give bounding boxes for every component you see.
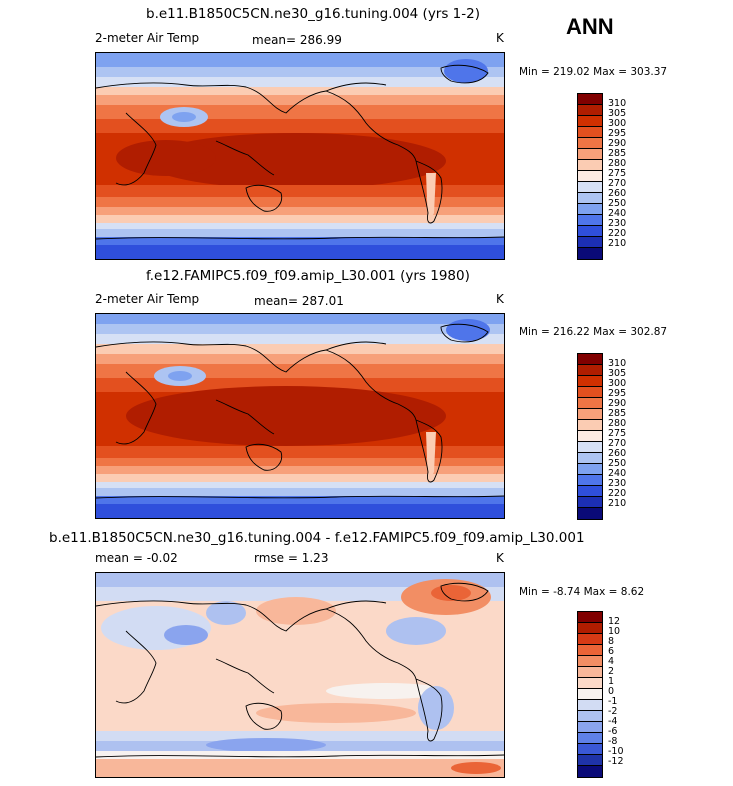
colorbar-label: 270 xyxy=(608,438,627,449)
colorbar-label: 300 xyxy=(608,118,627,129)
colorbar-label: 300 xyxy=(608,378,627,389)
colorbar-label: -8 xyxy=(608,736,618,747)
colorbar-label: 290 xyxy=(608,398,627,409)
colorbar-label: 1 xyxy=(608,676,615,687)
colorbar-label: -6 xyxy=(608,726,618,737)
panel2-map xyxy=(95,313,505,519)
panel3-title: b.e11.B1850C5CN.ne30_g16.tuning.004 - f.… xyxy=(49,530,585,546)
panel3-minmax: Min = -8.74 Max = 8.62 xyxy=(519,586,645,598)
colorbar-label: 275 xyxy=(608,168,627,179)
panel1-title: b.e11.B1850C5CN.ne30_g16.tuning.004 (yrs… xyxy=(146,6,480,22)
colorbar-label: 210 xyxy=(608,498,627,509)
panel3-units: K xyxy=(496,551,504,565)
colorbar-label: 240 xyxy=(608,468,627,479)
panel1-map xyxy=(95,52,505,260)
colorbar-label: 295 xyxy=(608,128,627,139)
panel3-colorbar-labels: 12 10 8 6 4 2 1 0 -1 -2 -4 -6 -8 -10 -12 xyxy=(608,617,624,767)
colorbar-label: 295 xyxy=(608,388,627,399)
colorbar-label: 220 xyxy=(608,228,627,239)
colorbar-label: 250 xyxy=(608,458,627,469)
panel1-units: K xyxy=(496,31,504,45)
colorbar-label: 285 xyxy=(608,408,627,419)
panel2-title: f.e12.FAMIPC5.f09_f09.amip_L30.001 (yrs … xyxy=(146,268,470,284)
panel2-minmax: Min = 216.22 Max = 302.87 xyxy=(519,326,668,338)
colorbar-label: 270 xyxy=(608,178,627,189)
colorbar-label: 280 xyxy=(608,418,627,429)
colorbar-label: 230 xyxy=(608,478,627,489)
colorbar-label: 305 xyxy=(608,108,627,119)
colorbar-label: 8 xyxy=(608,636,615,647)
colorbar-label: 6 xyxy=(608,646,615,657)
panel2-colorbar-labels: 310 305 300 295 290 285 280 275 270 260 … xyxy=(608,359,626,509)
panel2-units: K xyxy=(496,292,504,306)
colorbar-label: 305 xyxy=(608,368,627,379)
colorbar-label: 290 xyxy=(608,138,627,149)
colorbar-label: 230 xyxy=(608,218,627,229)
colorbar-label: 275 xyxy=(608,428,627,439)
panel3-rmse: rmse = 1.23 xyxy=(254,551,329,565)
colorbar-label: 250 xyxy=(608,198,627,209)
panel1-colorbar-labels: 310 305 300 295 290 285 280 275 270 260 … xyxy=(608,99,626,249)
colorbar-label: -12 xyxy=(608,756,624,767)
panel1-colorbar xyxy=(577,93,603,260)
season-label: ANN xyxy=(566,14,614,39)
colorbar-label: 2 xyxy=(608,666,615,677)
panel3-mean: mean = -0.02 xyxy=(95,551,178,565)
colorbar-label: 0 xyxy=(608,686,615,697)
colorbar-label: 10 xyxy=(608,626,621,637)
panel3-colorbar xyxy=(577,611,603,778)
panel1-variable: 2-meter Air Temp xyxy=(95,31,200,45)
colorbar-label: -1 xyxy=(608,696,618,707)
colorbar-label: 260 xyxy=(608,188,627,199)
panel3-map xyxy=(95,572,505,778)
panel2-mean: mean= 287.01 xyxy=(254,294,344,308)
panel2-colorbar xyxy=(577,353,603,520)
colorbar-label: 280 xyxy=(608,158,627,169)
colorbar-label: 285 xyxy=(608,148,627,159)
colorbar-label: -4 xyxy=(608,716,618,727)
panel1-mean: mean= 286.99 xyxy=(252,33,342,47)
colorbar-label: 4 xyxy=(608,656,615,667)
panel1-minmax: Min = 219.02 Max = 303.37 xyxy=(519,66,668,78)
panel2-variable: 2-meter Air Temp xyxy=(95,292,200,306)
colorbar-label: 220 xyxy=(608,488,627,499)
colorbar-label: -10 xyxy=(608,746,624,757)
colorbar-label: 240 xyxy=(608,208,627,219)
colorbar-label: 210 xyxy=(608,238,627,249)
colorbar-label: -2 xyxy=(608,706,618,717)
colorbar-label: 310 xyxy=(608,98,627,109)
colorbar-label: 260 xyxy=(608,448,627,459)
colorbar-label: 12 xyxy=(608,616,621,627)
colorbar-label: 310 xyxy=(608,358,627,369)
